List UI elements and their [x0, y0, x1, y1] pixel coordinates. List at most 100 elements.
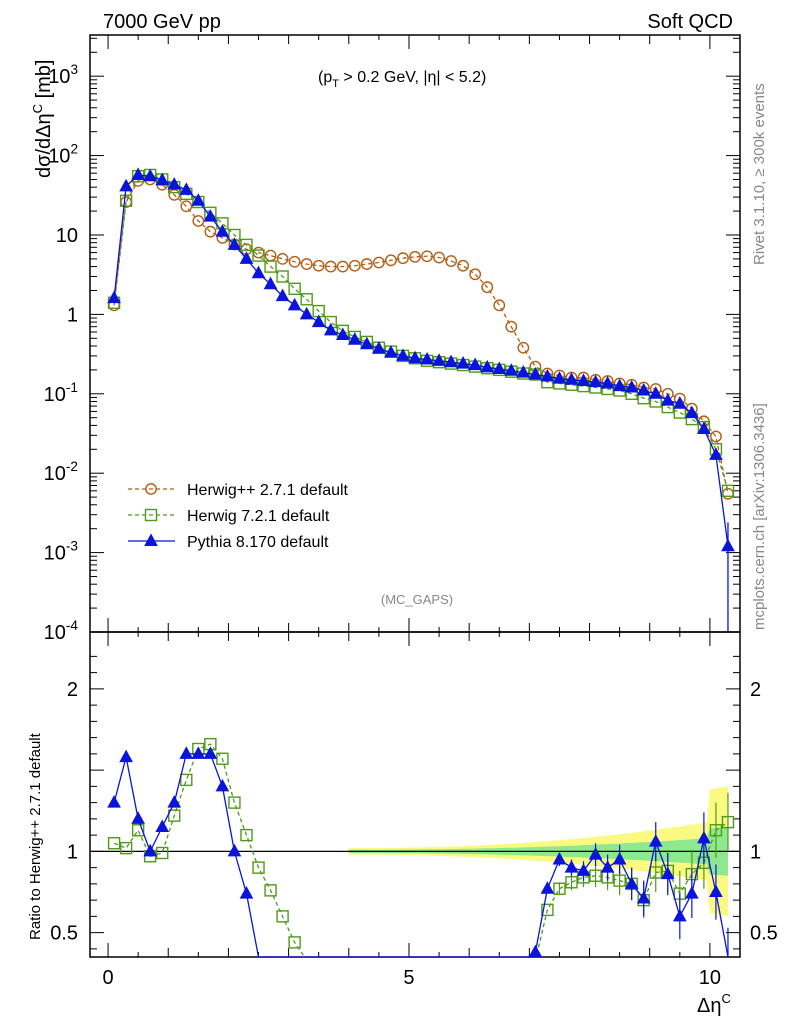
ratio-data-point: [180, 773, 193, 787]
main-data-point: [276, 252, 289, 265]
legend-marker: [144, 533, 158, 546]
main-data-point: [528, 366, 543, 380]
header-right-title: Soft QCD: [647, 11, 733, 33]
main-data-point: [564, 372, 579, 385]
legend-item: Herwig++ 2.7.1 default: [128, 482, 349, 499]
main-data-point: [275, 288, 290, 302]
main-data-point: [288, 282, 301, 295]
main-data-point: [396, 348, 410, 361]
ratio-data-point: [215, 778, 230, 792]
legend-marker: [145, 483, 157, 495]
ratio-data-point: [143, 843, 158, 857]
main-data-point: [710, 430, 722, 443]
main-data-point: [336, 260, 349, 273]
main-data-point: [360, 258, 373, 270]
main-data-point: [215, 224, 230, 237]
ratio-data-point: [612, 851, 627, 865]
header-left-title: 7000 GeV pp: [103, 11, 221, 33]
main-series-triangle: [107, 167, 735, 632]
main-data-point: [264, 260, 277, 273]
main-y-tick-label: 10: [56, 225, 78, 247]
main-data-point: [648, 386, 663, 399]
ratio-data-point: [553, 882, 566, 895]
legend-marker: [144, 508, 158, 522]
main-data-point: [372, 341, 386, 354]
main-data-point: [155, 172, 170, 186]
main-data-point: [180, 200, 193, 213]
ratio-data-point: [191, 746, 206, 759]
main-data-point: [311, 314, 326, 328]
main-series-circle: [108, 173, 734, 500]
main-data-point: [384, 345, 398, 358]
x-tick-label: 0: [102, 967, 113, 989]
main-series-line: [113, 174, 729, 491]
main-data-point: [347, 332, 362, 345]
ratio-data-point: [565, 876, 578, 889]
rivet-version-text: Rivet 3.1.10, ≥ 300k events: [751, 83, 768, 265]
main-data-point: [456, 356, 470, 369]
main-data-point: [323, 322, 338, 336]
main-data-point: [673, 406, 687, 419]
main-data-point: [722, 487, 734, 500]
main-data-point: [433, 251, 445, 264]
ratio-series-line: [113, 743, 729, 957]
x-tick-label: 5: [403, 967, 414, 989]
main-data-point: [697, 421, 711, 435]
main-data-point: [469, 268, 482, 281]
main-data-point: [660, 393, 675, 406]
main-data-point: [444, 354, 458, 368]
main-data-point: [372, 256, 385, 269]
legend: Herwig++ 2.7.1 default Herwig 7.2.1 defau…: [128, 482, 349, 551]
main-y-axis-label: dσ/dΔηC [mb]: [30, 60, 55, 178]
ratio-series-triangle: [107, 746, 729, 957]
ratio-data-point: [600, 860, 615, 873]
main-data-point: [721, 484, 735, 498]
main-data-point: [576, 373, 591, 386]
main-data-point: [709, 447, 723, 460]
main-y-tick-label: 103: [48, 62, 78, 88]
main-data-point: [504, 363, 519, 376]
ratio-data-point: [288, 936, 301, 949]
main-series-line: [113, 174, 729, 547]
main-data-point: [143, 168, 158, 182]
main-data-point: [721, 538, 735, 552]
ratio-data-point: [697, 830, 711, 844]
main-data-point: [276, 270, 289, 283]
ratio-data-point: [107, 837, 121, 850]
cuts-annotation: (pT > 0.2 GeV, |η| < 5.2): [318, 69, 486, 90]
main-data-point: [685, 405, 699, 419]
ratio-data-point: [276, 910, 289, 923]
ratio-data-point: [685, 886, 699, 899]
main-data-point: [107, 290, 121, 304]
ratio-data-point: [167, 795, 182, 808]
main-data-point: [505, 320, 518, 333]
ratio-data-point: [227, 843, 242, 857]
ratio-data-point: [709, 824, 723, 837]
main-data-point: [517, 341, 530, 354]
analysis-watermark: (MC_GAPS): [381, 592, 453, 607]
main-data-point: [624, 379, 639, 393]
main-data-point: [204, 225, 217, 238]
main-data-point: [252, 249, 265, 262]
ratio-data-point: [131, 811, 145, 824]
main-data-point: [191, 193, 206, 206]
main-data-point: [251, 265, 266, 279]
main-data-point: [239, 251, 254, 264]
ratio-data-point: [576, 863, 591, 876]
main-data-point: [179, 182, 194, 195]
main-data-point: [263, 276, 278, 290]
main-data-point: [385, 254, 397, 267]
ratio-data-point: [203, 746, 218, 759]
ratio-y-tick-label: 1: [67, 841, 78, 863]
ratio-data-point: [613, 874, 626, 887]
ratio-data-point: [119, 841, 133, 855]
ratio-data-point: [624, 876, 639, 889]
main-data-point: [288, 255, 301, 268]
legend-item: Herwig 7.2.1 default: [128, 508, 330, 525]
main-y-tick-label: 1: [67, 304, 78, 326]
ratio-data-point: [131, 824, 145, 837]
ratio-data-point: [552, 851, 567, 865]
main-y-tick-label: 102: [48, 142, 78, 168]
ratio-data-point: [179, 746, 194, 759]
